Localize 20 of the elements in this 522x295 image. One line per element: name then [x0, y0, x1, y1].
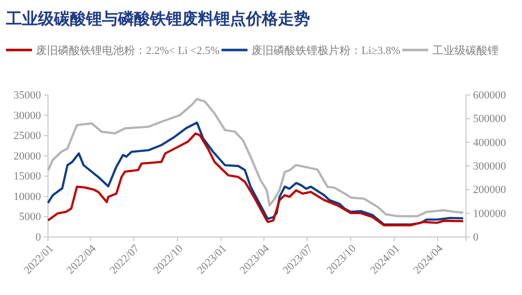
y-tick-label: 35000 — [14, 90, 42, 102]
legend-label: 工业级碳酸锂 — [432, 44, 498, 57]
y-tick-label: 25000 — [14, 130, 42, 142]
y2-tick-label: 100000 — [473, 208, 506, 220]
y2-tick-label: 600000 — [473, 90, 506, 102]
legend-label: 废旧磷酸铁锂极片粉：Li≥3.8% — [252, 44, 400, 57]
y2-tick-label: 400000 — [473, 136, 506, 149]
y2-tick-label: 200000 — [473, 184, 506, 196]
chart-title: 工业级碳酸锂与磷酸铁锂废料锂点价格走势 — [5, 10, 310, 28]
y-tick-label: 10000 — [14, 190, 42, 203]
y2-tick-label: 0 — [473, 232, 479, 244]
y-tick-label: 20000 — [14, 150, 42, 162]
legend-label: 废旧磷酸铁锂电池粉：2.2%< Li <2.5% — [36, 44, 220, 57]
y2-tick-label: 500000 — [473, 113, 506, 126]
y-tick-label: 15000 — [14, 170, 42, 183]
y-tick-label: 5000 — [19, 211, 42, 224]
line-series — [46, 98, 464, 218]
y-tick-label: 0 — [36, 232, 42, 244]
y-tick-label: 30000 — [14, 110, 42, 122]
y2-tick-label: 300000 — [473, 160, 506, 173]
